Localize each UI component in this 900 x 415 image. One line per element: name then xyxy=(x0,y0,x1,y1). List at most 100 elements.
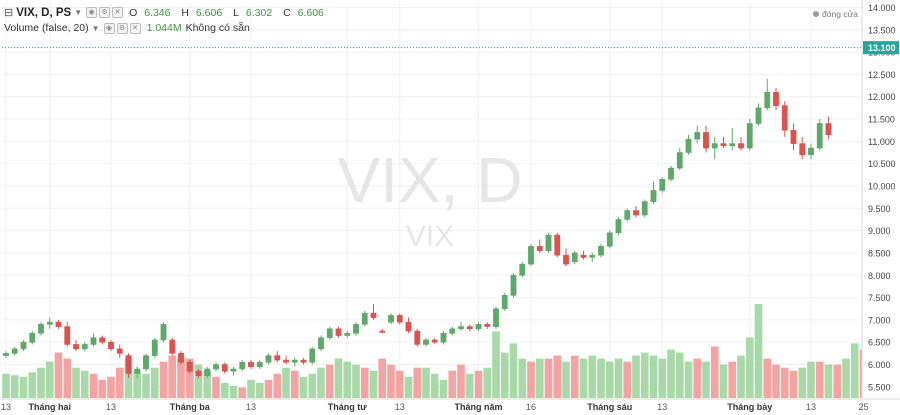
high-value: 6.606 xyxy=(195,6,223,19)
candle-body xyxy=(195,370,202,376)
time-tick-label: 13 xyxy=(657,402,667,412)
candle-body xyxy=(825,123,832,135)
candle-body xyxy=(624,210,631,220)
candle-body xyxy=(143,355,149,370)
volume-bar xyxy=(763,358,772,398)
candle-body xyxy=(160,324,167,341)
candle-body xyxy=(773,91,779,106)
volume-bar xyxy=(492,331,500,398)
volume-bar xyxy=(570,355,579,398)
volume-bar xyxy=(185,358,194,398)
candle-body xyxy=(641,201,648,216)
visibility-icon[interactable]: ◉ xyxy=(86,7,98,18)
price-tick-label: 6.500 xyxy=(868,338,891,348)
high-key: H xyxy=(181,6,189,19)
candle-body xyxy=(125,355,132,374)
candle-body xyxy=(361,312,368,325)
price-tick-label: 8.500 xyxy=(868,248,891,258)
candle-body xyxy=(475,324,482,330)
volume-bar xyxy=(220,382,229,398)
volume-bar xyxy=(395,370,404,398)
volume-value: 1.044M xyxy=(146,22,182,34)
volume-bar xyxy=(658,358,667,398)
volume-bar xyxy=(325,364,334,398)
close-icon[interactable]: ✕ xyxy=(112,7,124,18)
volume-bar xyxy=(754,304,763,398)
volume-bar xyxy=(124,358,133,398)
symbol-legend: ⊟ VIX, D, PS ▼ ◉ ⚙ ✕ O 6.346 H 6.606 L 6… xyxy=(4,6,332,20)
volume-bar xyxy=(352,364,360,398)
time-tick-label: 13 xyxy=(1,402,11,412)
candle-body xyxy=(283,359,289,363)
close-key: C xyxy=(283,6,291,19)
price-tick-label: 9.500 xyxy=(868,204,891,214)
candle-body xyxy=(309,348,316,363)
candle-body xyxy=(554,234,561,256)
volume-bar xyxy=(474,370,483,398)
volume-bar xyxy=(98,379,107,398)
close-label-text: đóng cửa xyxy=(822,9,858,19)
candle-body xyxy=(108,341,114,350)
time-tick-label: Tháng hai xyxy=(29,402,72,412)
candle-body xyxy=(38,324,44,334)
watermark-subtitle: VIX xyxy=(406,220,454,253)
candle-body xyxy=(466,326,473,330)
candle-body xyxy=(178,353,184,363)
candle-body xyxy=(580,254,587,258)
volume-bar xyxy=(675,352,684,398)
candle-body xyxy=(755,107,762,124)
close-indicator: đóng cửa xyxy=(813,9,858,19)
volume-bar xyxy=(623,361,632,398)
close-icon[interactable]: ✕ xyxy=(129,22,141,34)
volume-bar xyxy=(369,370,378,398)
volume-bar xyxy=(28,372,37,398)
candle-body xyxy=(353,324,359,334)
volume-bar xyxy=(2,373,10,398)
time-tick-label: 13 xyxy=(246,402,256,412)
collapse-icon[interactable]: ⊟ xyxy=(4,7,14,19)
candle-body xyxy=(230,368,237,372)
volume-bar xyxy=(45,361,54,398)
volume-bar xyxy=(509,343,518,398)
volume-bar xyxy=(334,358,343,398)
candle-body xyxy=(703,132,709,149)
volume-bar xyxy=(579,358,588,398)
candle-body xyxy=(274,355,281,361)
volume-bar xyxy=(37,367,45,398)
candle-body xyxy=(816,123,823,149)
volume-bar xyxy=(824,364,833,398)
chevron-down-icon[interactable]: ▼ xyxy=(91,23,100,33)
volume-bar xyxy=(605,361,614,398)
price-tick-label: 5.500 xyxy=(868,382,891,392)
candle-body xyxy=(213,364,219,370)
settings-icon[interactable]: ⚙ xyxy=(116,22,128,34)
volume-bar xyxy=(115,367,124,398)
time-tick-label: 13 xyxy=(106,402,116,412)
volume-bar xyxy=(798,367,807,398)
volume-bar xyxy=(597,358,605,398)
volume-bar xyxy=(168,355,177,398)
price-tick-label: 7.000 xyxy=(868,315,891,325)
candle-body xyxy=(501,295,508,310)
volume-bar xyxy=(439,379,448,398)
volume-bar xyxy=(413,367,422,398)
volume-bar xyxy=(780,367,789,398)
volume-bar xyxy=(614,358,623,398)
visibility-icon[interactable]: ◉ xyxy=(103,22,115,34)
chevron-down-icon[interactable]: ▼ xyxy=(74,8,83,17)
settings-icon[interactable]: ⚙ xyxy=(99,7,111,18)
candle-body xyxy=(291,359,298,363)
close-value: 6.606 xyxy=(297,6,324,19)
volume-bar xyxy=(264,379,273,398)
candle-body xyxy=(545,234,552,252)
price-tick-label: 9.000 xyxy=(868,226,891,236)
volume-bar xyxy=(19,376,28,398)
candle-body xyxy=(248,361,254,368)
price-tick-label: 7.500 xyxy=(868,293,891,303)
volume-bar xyxy=(850,343,859,398)
volume-bar xyxy=(842,358,850,398)
candle-body xyxy=(598,245,604,256)
price-tick-label: 10.500 xyxy=(868,159,896,169)
